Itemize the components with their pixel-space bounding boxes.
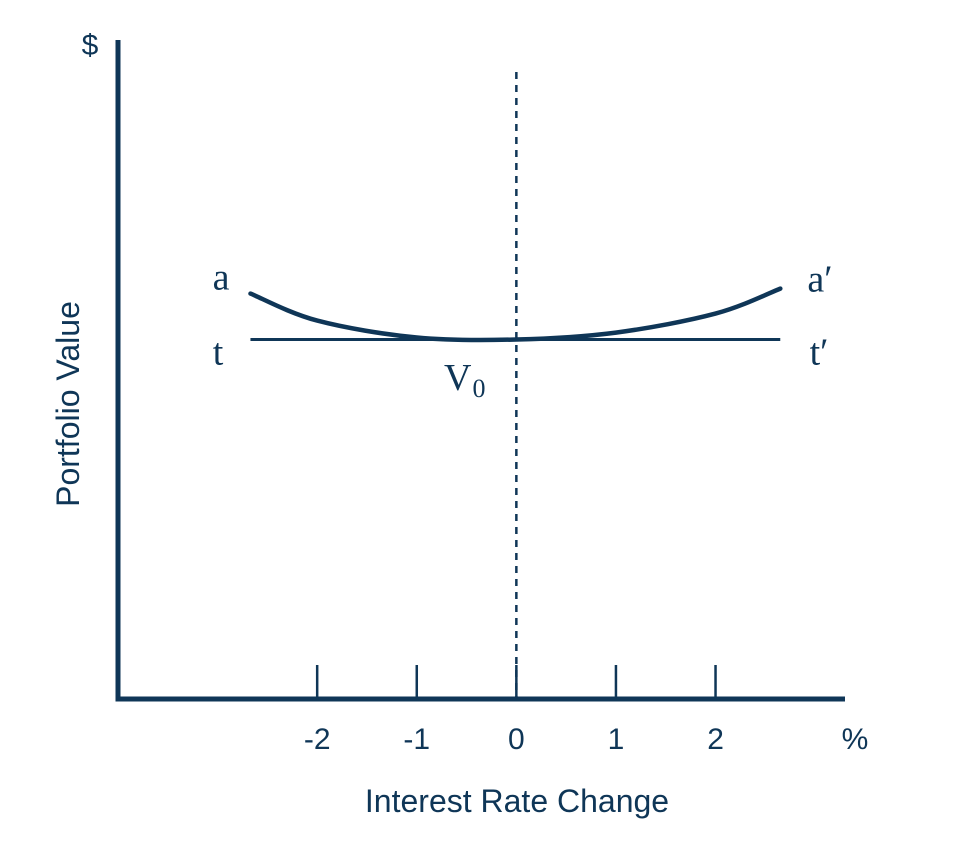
v0-point-label: V0	[444, 357, 485, 403]
x-tick-label: -2	[304, 723, 331, 756]
series-t-end-label: t′	[810, 332, 829, 374]
x-tick-labels: -2 -1 0 1 2	[304, 723, 724, 756]
series-a-end-label: a′	[807, 259, 832, 301]
v0-letter: V	[444, 357, 472, 399]
x-unit-label: %	[842, 723, 869, 756]
v0-subscript: 0	[472, 374, 485, 403]
x-tick-label: 2	[707, 723, 724, 756]
y-unit-label: $	[82, 29, 99, 62]
x-tick-label: -1	[403, 723, 430, 756]
x-tick-label: 1	[608, 723, 625, 756]
x-tick-label: 0	[508, 723, 525, 756]
y-axis-label: Portfolio Value	[50, 301, 86, 507]
series-t-start-label: t	[213, 332, 224, 374]
series-a-start-label: a	[213, 257, 230, 299]
x-axis-label: Interest Rate Change	[365, 783, 669, 819]
